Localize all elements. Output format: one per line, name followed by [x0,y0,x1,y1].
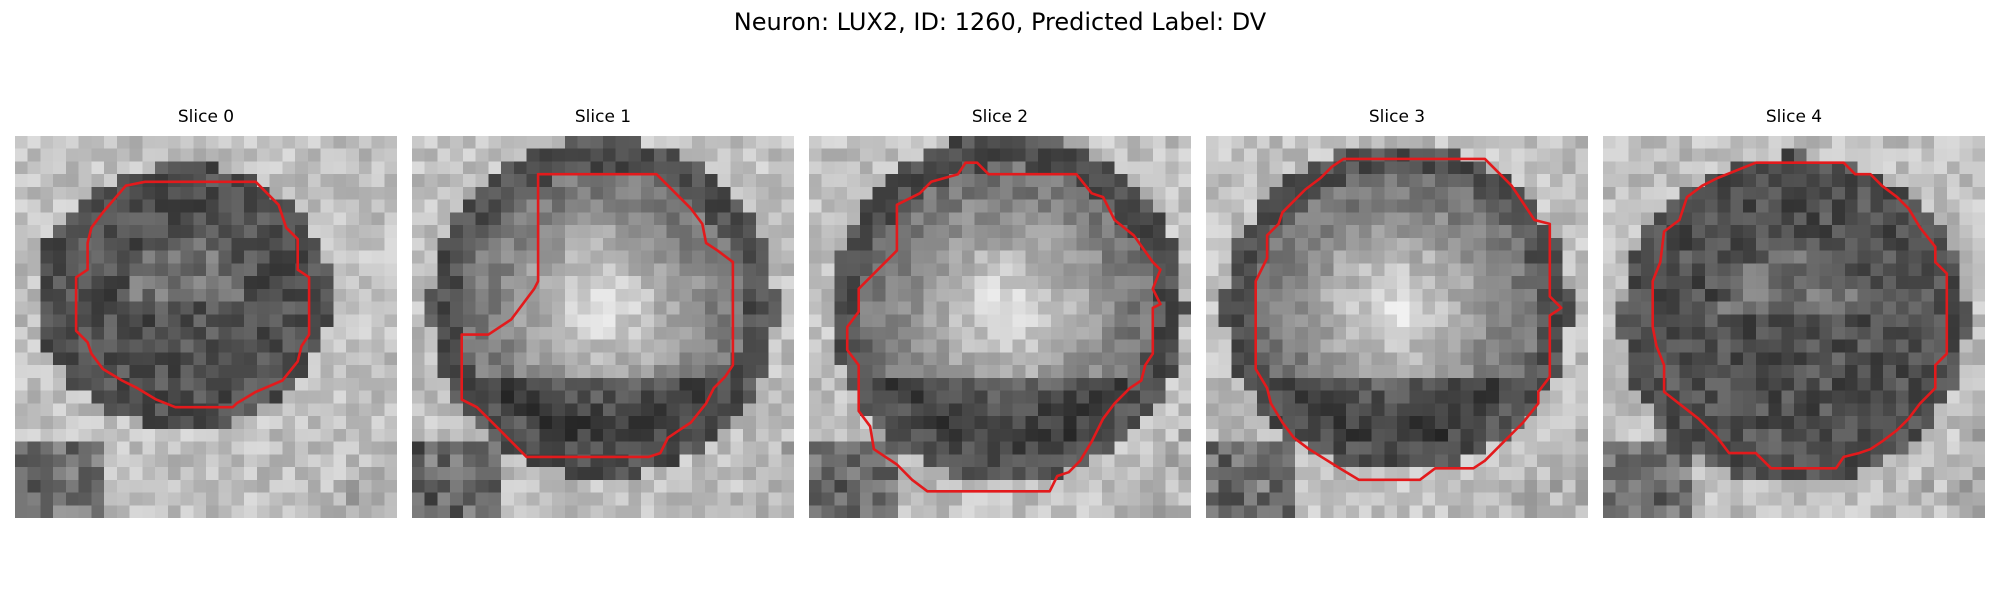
roi-contour [1651,161,1949,470]
roi-contour [74,180,311,409]
roi-contour [845,161,1162,493]
micrograph-image [809,136,1191,518]
micrograph-image [1206,136,1588,518]
micrograph-image [412,136,794,518]
slice-title: Slice 0 [177,107,235,127]
figure-title: Neuron: LUX2, ID: 1260, Predicted Label:… [733,8,1267,36]
slice-title: Slice 2 [971,107,1029,127]
roi-contour [1254,157,1563,482]
slice-panel-4: Slice 4 [1603,106,1985,518]
slice-panel-1: Slice 1 [412,106,794,518]
slice-panel-2: Slice 2 [809,106,1191,518]
slice-panel-3: Slice 3 [1206,106,1588,518]
roi-contour [460,172,735,459]
slice-title: Slice 3 [1368,107,1426,127]
slice-title: Slice 1 [574,107,632,127]
slice-title: Slice 4 [1765,107,1823,127]
micrograph-image [15,136,397,518]
micrograph-image [1603,136,1985,518]
slice-panel-0: Slice 0 [15,106,397,518]
